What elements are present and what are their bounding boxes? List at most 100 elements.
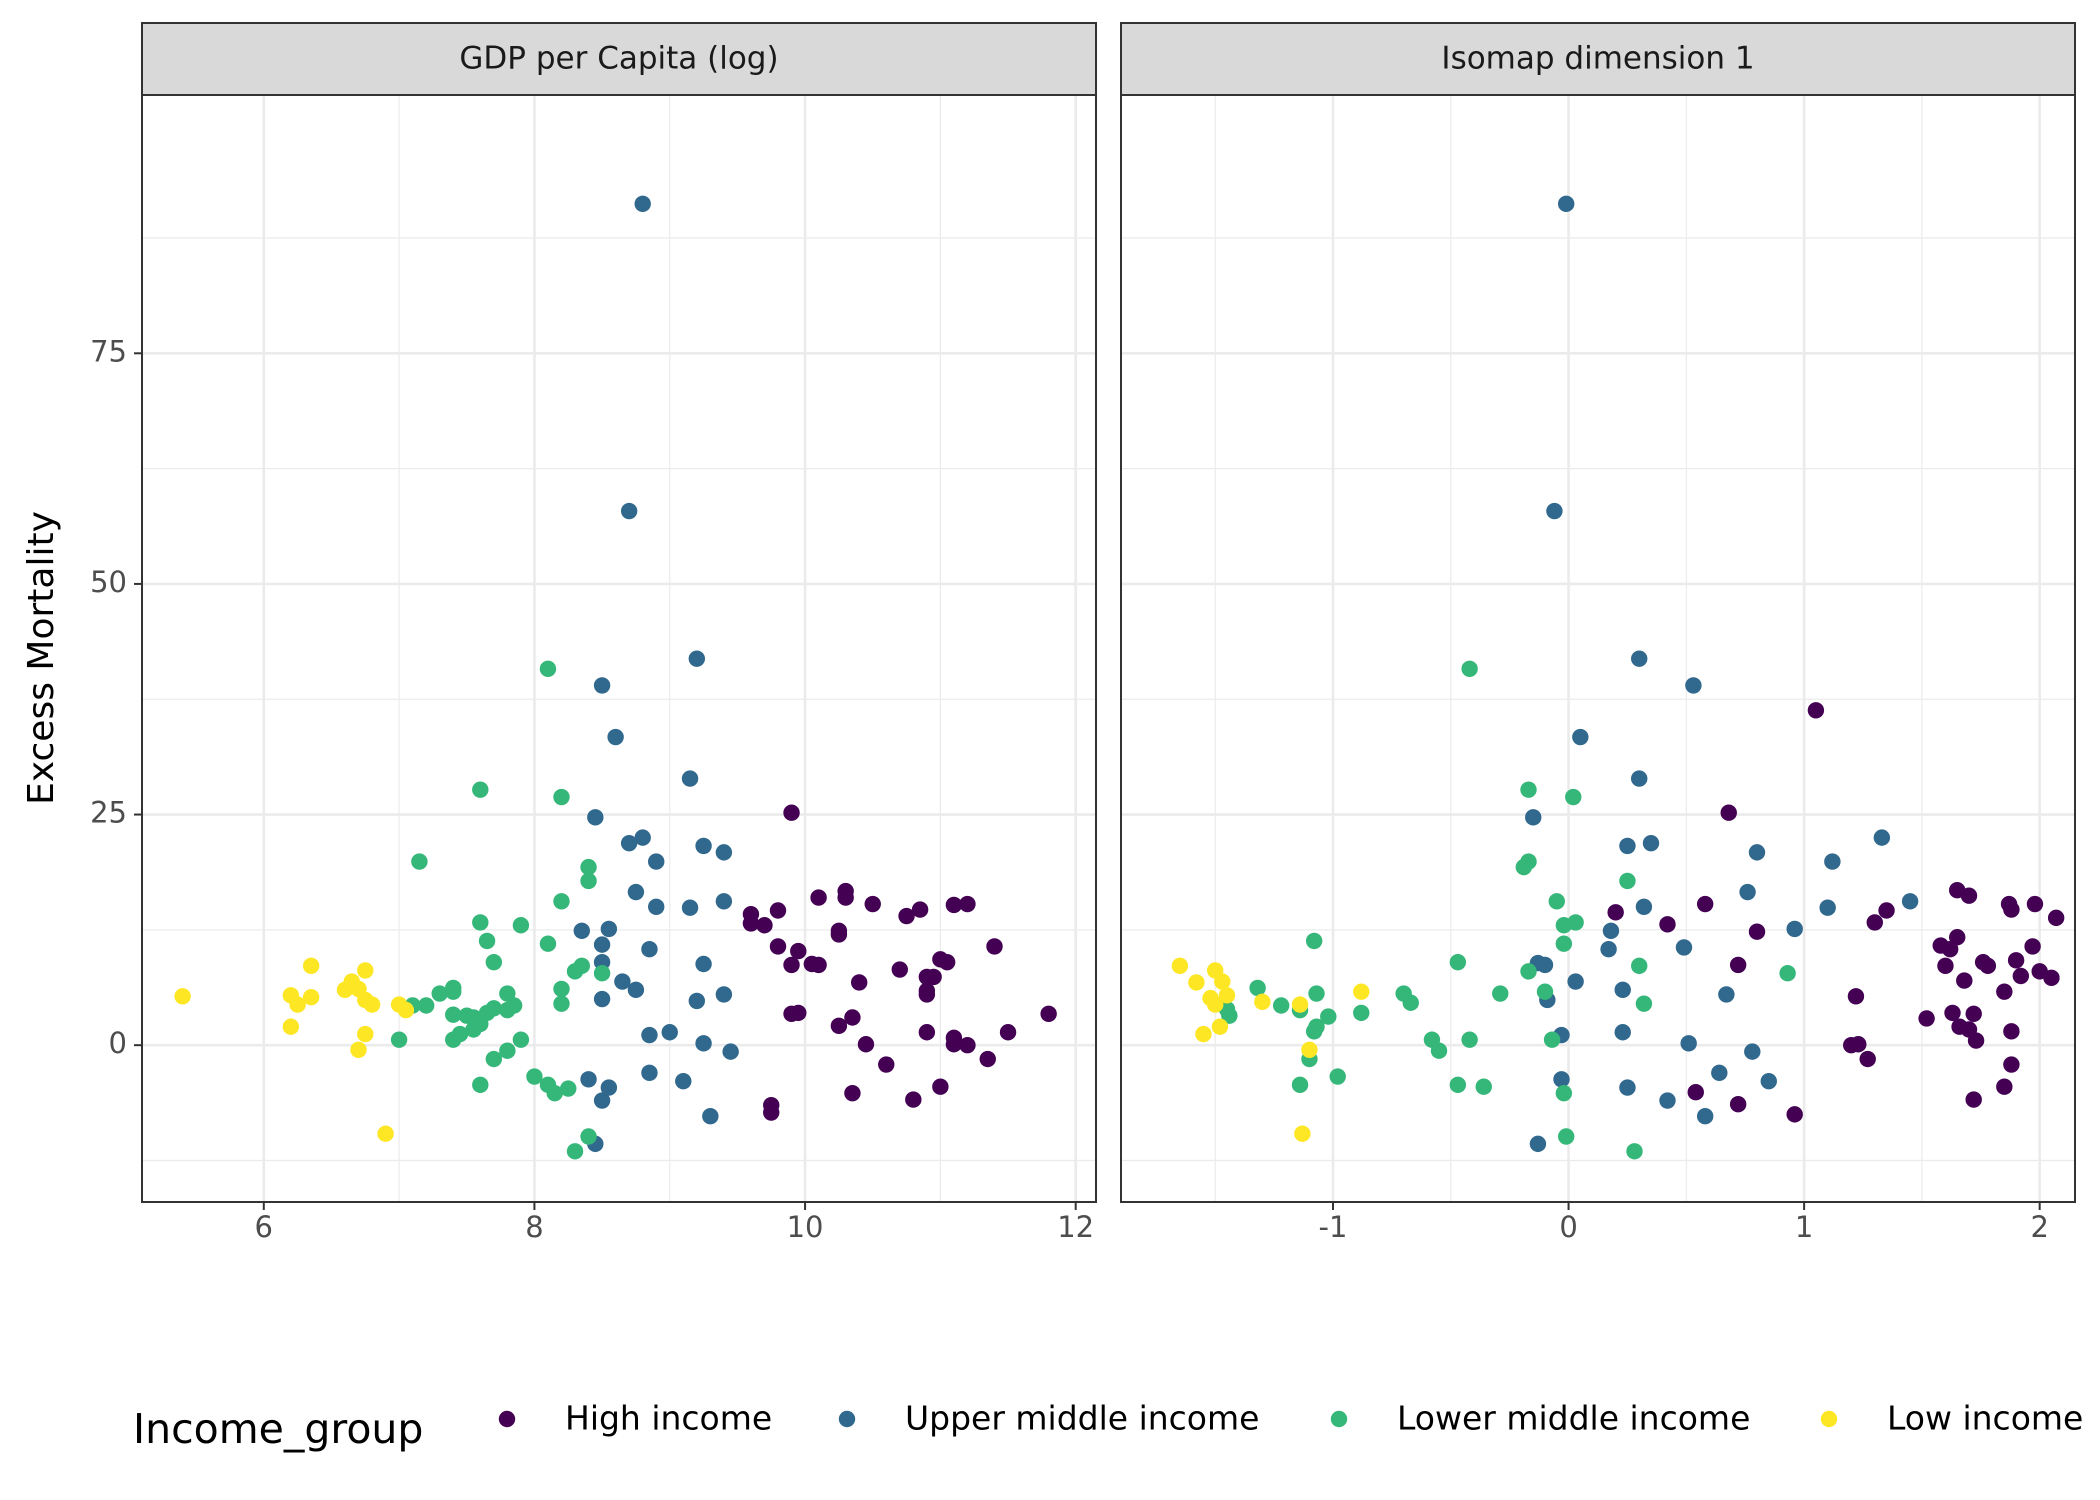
data-point xyxy=(485,953,503,971)
data-point xyxy=(1941,941,1959,958)
data-point xyxy=(1520,781,1537,798)
data-point xyxy=(560,1080,577,1097)
data-point xyxy=(1536,956,1554,974)
data-point xyxy=(620,834,638,852)
data-point xyxy=(1659,1092,1676,1109)
data-point xyxy=(445,1031,462,1048)
data-point xyxy=(756,917,773,934)
data-point xyxy=(1949,929,1966,946)
data-point xyxy=(1614,981,1631,999)
data-point xyxy=(1748,923,1766,940)
data-point xyxy=(2007,952,2025,969)
data-point xyxy=(898,907,915,925)
x-tick-label: 0 xyxy=(1559,1210,1577,1244)
x-tick-label: 8 xyxy=(525,1210,543,1244)
data-point xyxy=(641,1026,658,1044)
data-point xyxy=(688,650,706,667)
data-point xyxy=(830,922,848,939)
x-tick-label: 6 xyxy=(255,1210,273,1244)
data-point xyxy=(648,853,665,870)
data-point xyxy=(932,1078,949,1095)
data-point xyxy=(1850,1036,1867,1053)
data-point xyxy=(357,1025,374,1043)
data-point xyxy=(1218,987,1236,1004)
data-point xyxy=(695,955,712,973)
data-point xyxy=(1819,899,1836,916)
legend-key xyxy=(1820,1410,1838,1428)
data-point xyxy=(681,899,699,916)
data-point xyxy=(445,1006,462,1023)
data-point xyxy=(1272,997,1290,1014)
data-point xyxy=(715,844,733,861)
data-point xyxy=(1744,1043,1761,1060)
data-point xyxy=(553,980,570,998)
data-point xyxy=(1249,979,1266,997)
data-point xyxy=(1696,895,1714,913)
data-point xyxy=(1760,1072,1777,1090)
data-point xyxy=(593,990,611,1008)
data-point xyxy=(1635,898,1653,915)
data-point xyxy=(499,985,516,1002)
data-point xyxy=(695,837,712,855)
panel-background xyxy=(142,95,1096,1202)
data-point xyxy=(1449,1076,1467,1094)
data-point xyxy=(607,728,624,746)
data-point xyxy=(2003,1056,2020,1073)
data-point xyxy=(1631,957,1648,975)
data-point xyxy=(526,1068,543,1085)
data-point xyxy=(1807,702,1825,719)
data-point xyxy=(641,941,658,958)
data-point xyxy=(905,1091,922,1108)
data-point xyxy=(837,882,854,900)
panel-gdp-per-capita: GDP per Capita (log) 6 8 10 12 xyxy=(141,22,1097,1244)
data-point xyxy=(580,872,597,890)
data-point xyxy=(857,1036,875,1053)
strip-label: Isomap dimension 1 xyxy=(1441,41,1754,77)
data-point xyxy=(1631,650,1648,667)
data-point xyxy=(1696,1108,1714,1125)
data-point xyxy=(891,961,908,978)
data-point xyxy=(945,1036,963,1053)
y-tick-label: 25 xyxy=(90,796,127,830)
data-point xyxy=(959,895,976,913)
data-point xyxy=(959,1036,976,1054)
data-point xyxy=(2003,1023,2020,1040)
data-point xyxy=(390,1031,408,1048)
data-point xyxy=(675,1072,692,1090)
y-axis-ticks: 0 25 50 75 xyxy=(90,334,142,1060)
strip-label: GDP per Capita (log) xyxy=(459,41,778,77)
data-point xyxy=(512,917,530,934)
data-point xyxy=(472,781,489,798)
data-point xyxy=(702,1108,719,1125)
data-point xyxy=(695,1035,712,1052)
data-point xyxy=(938,953,956,971)
data-point xyxy=(850,974,868,991)
data-point xyxy=(769,938,787,955)
data-point xyxy=(830,1017,848,1035)
data-point xyxy=(1305,1023,1323,1040)
data-point xyxy=(1996,983,2013,1000)
data-point xyxy=(911,901,929,918)
data-point xyxy=(1873,829,1891,846)
data-point xyxy=(783,804,800,821)
data-point xyxy=(1866,914,1883,931)
data-point xyxy=(478,932,496,950)
data-point xyxy=(627,981,645,999)
x-tick-label: -1 xyxy=(1319,1210,1348,1244)
panel-background xyxy=(1121,95,2075,1202)
data-point xyxy=(1967,1032,1985,1049)
data-point xyxy=(979,1050,996,1068)
data-point xyxy=(1729,1096,1747,1113)
data-point xyxy=(1402,994,1419,1011)
x-tick-label: 12 xyxy=(1057,1210,1094,1244)
data-point xyxy=(1680,1035,1697,1052)
data-point xyxy=(1449,953,1467,971)
data-point xyxy=(600,1079,618,1096)
data-point xyxy=(648,898,665,915)
data-point xyxy=(1619,1079,1636,1096)
data-point xyxy=(431,985,448,1002)
legend-label: Low income xyxy=(1887,1399,2083,1438)
y-axis-title: Excess Mortality xyxy=(21,511,62,805)
data-point xyxy=(918,982,936,999)
